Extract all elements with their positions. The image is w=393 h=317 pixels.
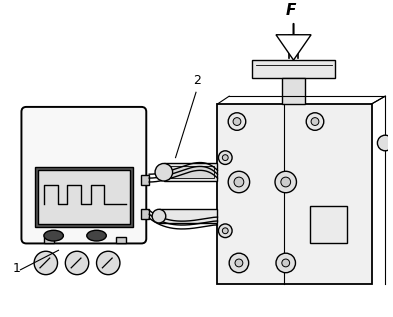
Circle shape: [281, 177, 290, 187]
Circle shape: [234, 177, 244, 187]
Circle shape: [97, 251, 120, 275]
Bar: [217, 104, 371, 284]
Polygon shape: [276, 35, 311, 60]
Circle shape: [228, 171, 250, 193]
Bar: [38, 170, 130, 224]
Circle shape: [306, 113, 324, 130]
Circle shape: [276, 253, 296, 273]
Circle shape: [222, 228, 228, 234]
Circle shape: [65, 251, 89, 275]
Circle shape: [377, 135, 393, 151]
Circle shape: [219, 151, 232, 165]
Circle shape: [282, 259, 290, 267]
Bar: [35, 167, 132, 227]
Bar: [44, 236, 53, 243]
Circle shape: [152, 209, 166, 223]
Bar: [164, 164, 217, 181]
Ellipse shape: [44, 230, 63, 241]
Bar: [159, 209, 217, 223]
Circle shape: [233, 118, 241, 126]
Bar: [168, 166, 213, 178]
Text: 1: 1: [13, 262, 20, 275]
Bar: [252, 60, 336, 78]
Bar: [310, 206, 347, 243]
Bar: [116, 236, 126, 243]
Circle shape: [155, 164, 173, 181]
Circle shape: [229, 253, 249, 273]
Bar: [141, 209, 149, 219]
Text: F: F: [286, 3, 296, 18]
Circle shape: [222, 155, 228, 160]
Bar: [141, 175, 149, 185]
Circle shape: [34, 251, 57, 275]
Ellipse shape: [87, 230, 106, 241]
FancyBboxPatch shape: [22, 107, 146, 243]
Circle shape: [235, 259, 243, 267]
Circle shape: [311, 118, 319, 126]
Circle shape: [219, 224, 232, 238]
Circle shape: [228, 113, 246, 130]
Circle shape: [275, 171, 296, 193]
Bar: [282, 78, 305, 104]
Text: 2: 2: [193, 74, 201, 87]
